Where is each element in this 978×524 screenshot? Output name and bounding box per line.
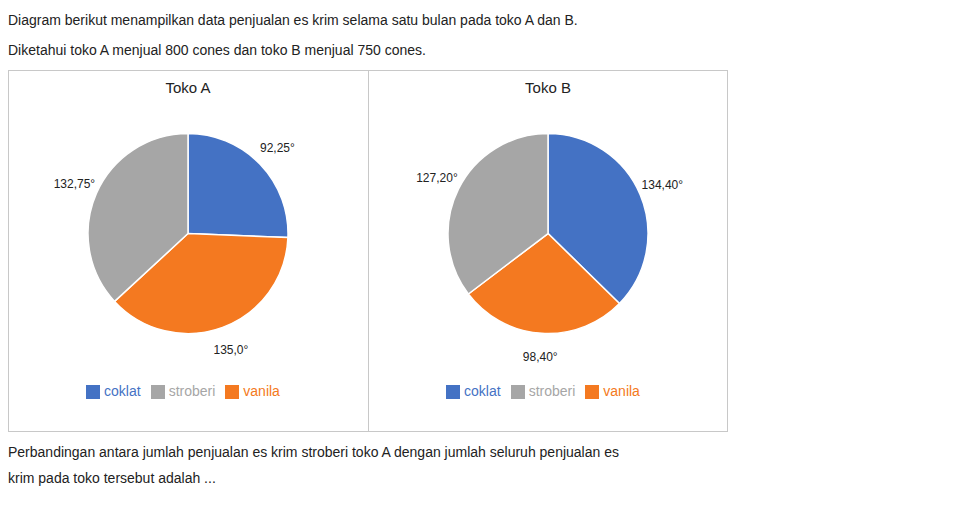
html-text:vanila: vanila	[603, 383, 640, 399]
html-text:Diketahui toko A menjual 800 c: Diketahui toko A menjual 800 cones dan t…	[8, 42, 426, 58]
html-text:vanila: vanila	[243, 383, 280, 399]
svg-text:98,40°: 98,40°	[523, 350, 558, 364]
svg-text:134,40°: 134,40°	[642, 178, 684, 192]
html-text:Toko A: Toko A	[165, 79, 211, 96]
svg-text:92,25°: 92,25°	[260, 141, 295, 155]
html-text:Perbandingan antara jumlah pen: Perbandingan antara jumlah penjualan es …	[8, 444, 619, 460]
svg-text:132,75°: 132,75°	[54, 177, 96, 191]
html-text:stroberi: stroberi	[528, 383, 576, 399]
html-text:stroberi: stroberi	[168, 383, 216, 399]
svg-text:135,0°: 135,0°	[214, 343, 249, 357]
html-text:Diagram berikut menampilkan da: Diagram berikut menampilkan data penjual…	[8, 12, 578, 28]
html-text:Toko B: Toko B	[525, 79, 571, 96]
html-text:krim pada toko tersebut adalah: krim pada toko tersebut adalah ...	[8, 470, 216, 486]
svg-text:127,20°: 127,20°	[416, 171, 458, 185]
html-text:coklat: coklat	[464, 383, 501, 399]
html-text:coklat: coklat	[104, 383, 141, 399]
